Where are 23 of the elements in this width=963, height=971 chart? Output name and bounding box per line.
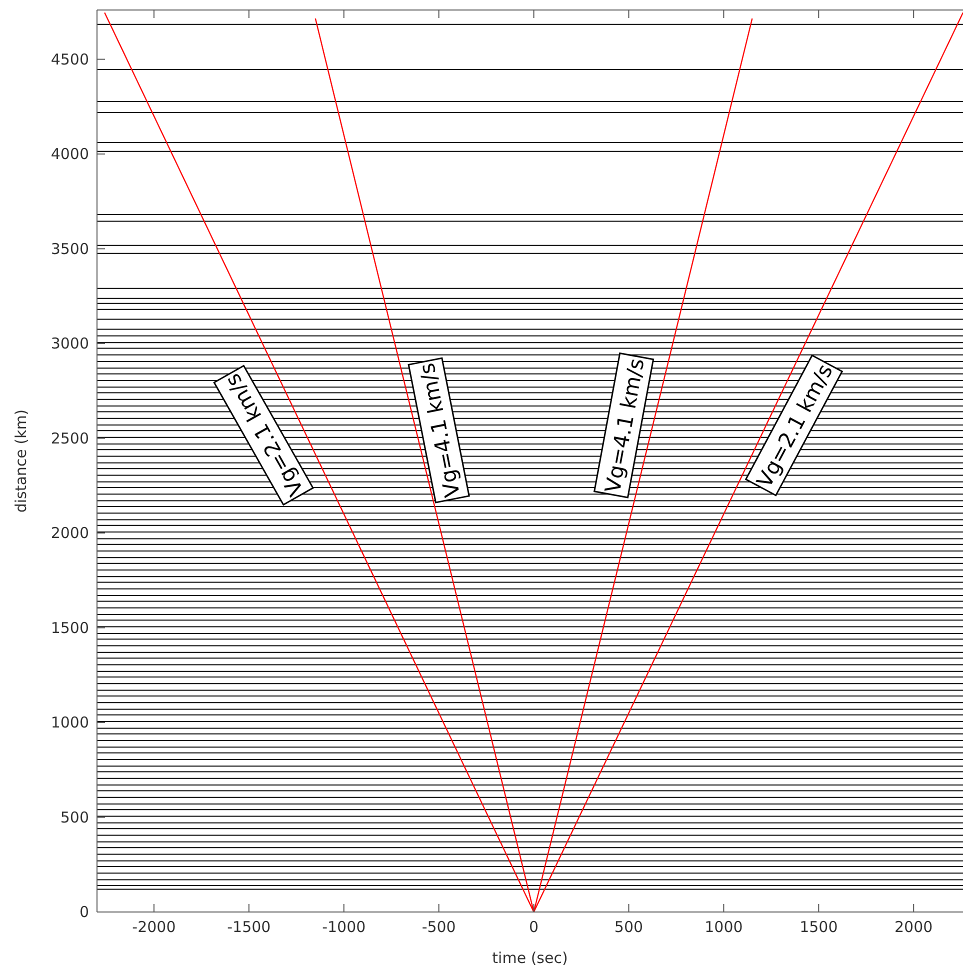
y-tick-label: 4500 [50, 50, 89, 68]
y-tick-label: 2500 [50, 429, 89, 448]
annotation: Vg=4.1 km/s [414, 361, 465, 500]
y-tick-label: 1500 [50, 618, 89, 637]
x-tick-label: -500 [422, 918, 456, 936]
y-tick-label: 0 [79, 903, 89, 921]
x-tick-label: -1000 [322, 918, 366, 936]
y-axis-title: distance (km) [12, 409, 30, 513]
x-tick-label: 1000 [704, 918, 743, 936]
y-tick-label: 2000 [50, 524, 89, 542]
y-tick-label: 3000 [50, 334, 89, 353]
x-tick-label: 2000 [894, 918, 933, 936]
x-tick-label: 1500 [800, 918, 838, 936]
y-tick-label: 4000 [50, 145, 89, 164]
annotation: Vg=4.1 km/s [600, 356, 649, 495]
x-tick-label: 500 [614, 918, 644, 936]
y-tick-label: 3500 [50, 240, 89, 258]
x-tick-label: -2000 [132, 918, 176, 936]
x-tick-label: 0 [529, 918, 539, 936]
x-tick-label: -1500 [227, 918, 271, 936]
x-axis-title: time (sec) [492, 949, 568, 967]
y-tick-label: 500 [60, 808, 89, 826]
y-tick-label: 1000 [50, 714, 89, 732]
